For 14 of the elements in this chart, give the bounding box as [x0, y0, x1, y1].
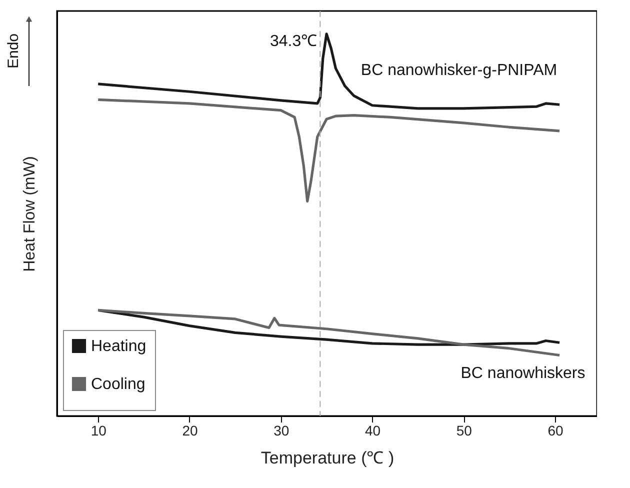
x-tick-label: 40: [364, 422, 381, 438]
annotation: BC nanowhisker-g-PNIPAM: [360, 62, 558, 79]
x-axis-title: Temperature (℃ ): [260, 448, 394, 468]
x-tick-label: 30: [274, 422, 290, 438]
y-axis-title: Heat Flow (mW): [22, 156, 38, 272]
annotation: BC nanowhiskers: [460, 365, 586, 382]
text: Endo: [5, 33, 22, 69]
x-tick-label: 50: [456, 422, 472, 438]
legend-label: Cooling: [91, 376, 146, 393]
ref-line-label: 34.3℃: [270, 33, 318, 50]
x-tick-label: 20: [182, 422, 198, 438]
x-tick-label: 10: [90, 422, 107, 438]
x-tick-label: 60: [548, 422, 564, 438]
legend-label: Heating: [91, 338, 146, 355]
